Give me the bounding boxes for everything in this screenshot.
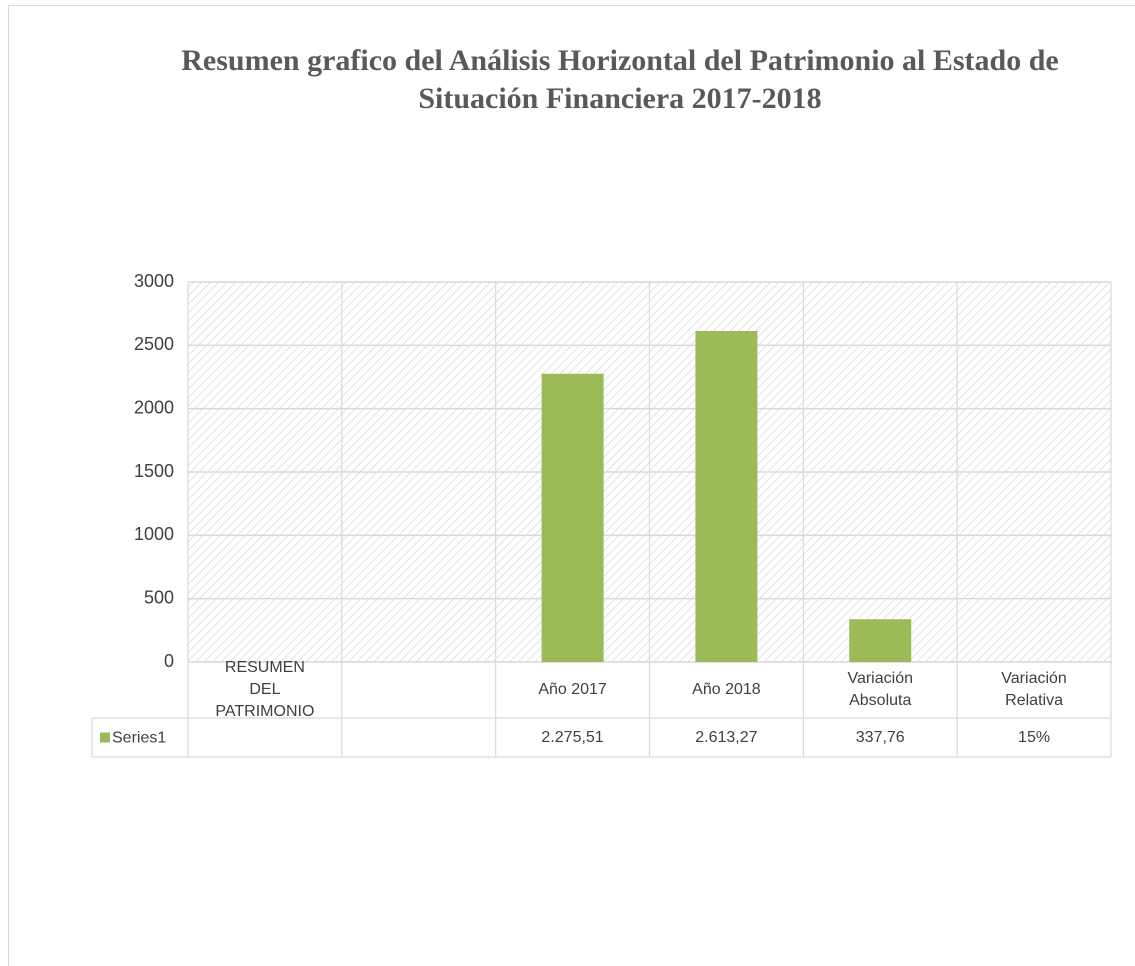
table-value: 2.613,27 — [650, 718, 804, 757]
table-value: 337,76 — [803, 718, 957, 757]
y-tick-label: 2500 — [134, 334, 174, 354]
bar — [542, 374, 604, 662]
x-tick-label — [342, 662, 496, 718]
y-tick-label: 0 — [164, 651, 174, 671]
x-tick-label: Año 2017 — [496, 662, 650, 718]
x-tick-label: RESUMEN DEL PATRIMONIO — [188, 662, 342, 718]
y-tick-label: 500 — [144, 587, 174, 607]
table-value-text: 337,76 — [856, 727, 905, 749]
x-tick-label: Variación Relativa — [957, 662, 1111, 718]
table-value — [342, 718, 496, 757]
table-value-text: 15% — [1018, 727, 1050, 749]
table-value: 2.275,51 — [496, 718, 650, 757]
y-tick-label: 1500 — [134, 461, 174, 481]
legend-label: Series1 — [112, 730, 166, 747]
table-value-text: 2.275,51 — [541, 727, 603, 749]
bar — [849, 619, 911, 662]
table-value-text: 2.613,27 — [695, 727, 757, 749]
table-value — [188, 718, 342, 757]
y-tick-label: 3000 — [134, 271, 174, 291]
x-tick-label: Año 2018 — [650, 662, 804, 718]
y-tick-label: 1000 — [134, 524, 174, 544]
legend-swatch — [100, 733, 110, 743]
x-tick-label-text: Variación Relativa — [979, 668, 1089, 712]
x-tick-label-text: RESUMEN DEL PATRIMONIO — [210, 657, 320, 723]
bar — [695, 331, 757, 662]
x-tick-label: Variación Absoluta — [803, 662, 957, 718]
x-tick-label-text: Año 2018 — [692, 679, 761, 701]
table-value: 15% — [957, 718, 1111, 757]
x-tick-label-text: Año 2017 — [538, 679, 607, 701]
y-tick-label: 2000 — [134, 397, 174, 417]
x-tick-label-text: Variación Absoluta — [825, 668, 935, 712]
